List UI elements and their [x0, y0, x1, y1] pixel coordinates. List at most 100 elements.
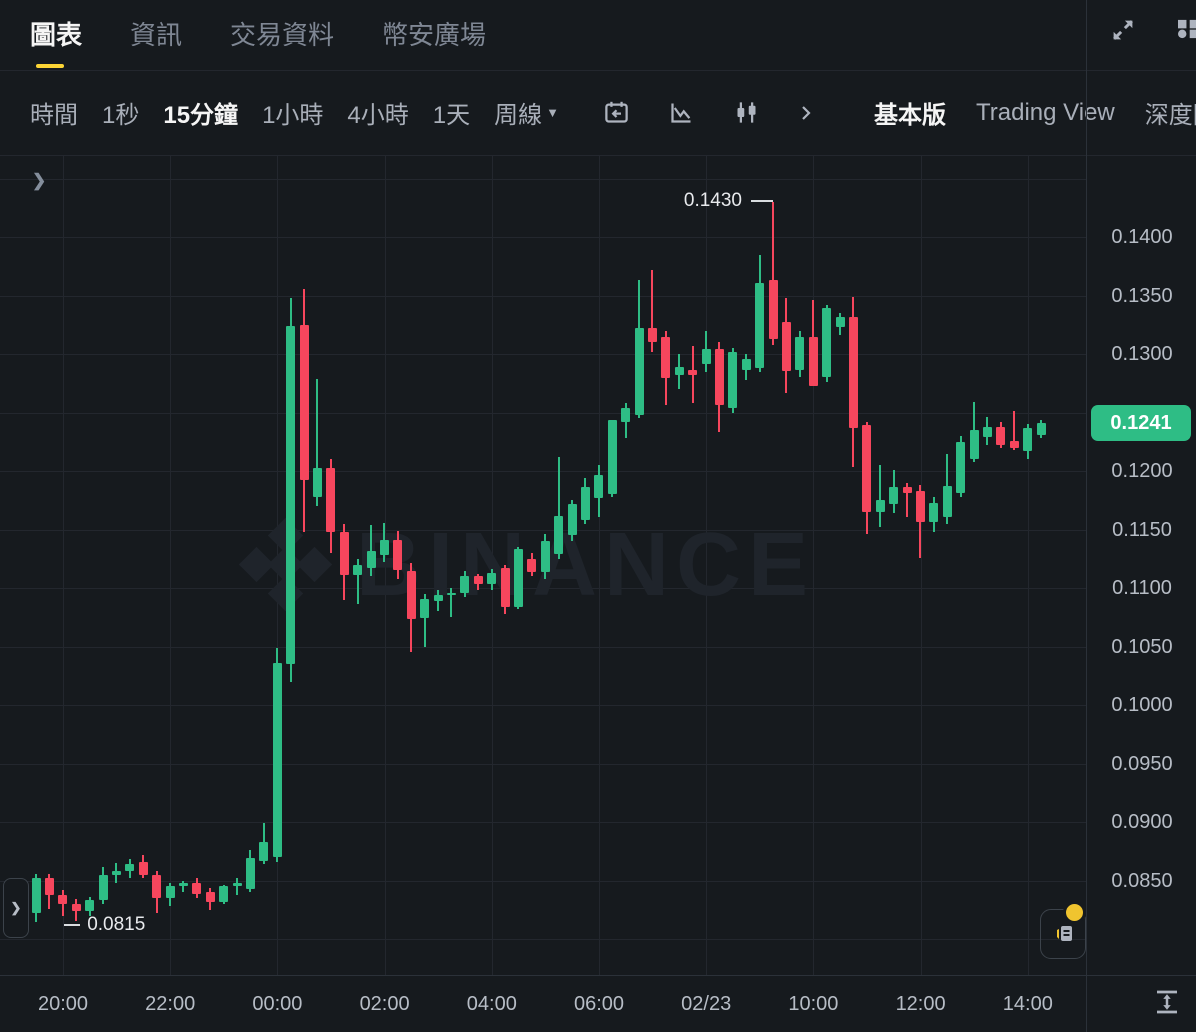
more-tools-chevron-icon[interactable] — [798, 105, 814, 121]
candle-wick — [906, 482, 908, 517]
gridline-vertical — [170, 155, 172, 975]
price-tick-label: 0.0900 — [1111, 811, 1173, 833]
candle-wick — [236, 878, 238, 895]
layout-grid-icon[interactable] — [1178, 12, 1196, 46]
interval-4小時[interactable]: 4小時 — [347, 102, 409, 129]
indicator-icon[interactable] — [668, 99, 695, 126]
candle — [714, 349, 724, 406]
candle — [862, 425, 872, 512]
candle — [741, 358, 751, 371]
price-tick-label: 0.1000 — [1111, 694, 1173, 716]
candle — [366, 550, 376, 569]
mode-基本版[interactable]: 基本版 — [874, 102, 947, 129]
candle-wick — [651, 269, 654, 352]
candle — [219, 886, 229, 902]
tab-交易資料[interactable]: 交易資料 — [230, 20, 335, 50]
interval-15分鐘[interactable]: 15分鐘 — [163, 102, 239, 129]
price-tick-label: 0.1350 — [1111, 284, 1173, 307]
last-price-value: 0.1241 — [1110, 411, 1172, 434]
candle — [205, 892, 215, 902]
candle-wick — [356, 558, 359, 605]
candle — [513, 549, 523, 607]
candle — [580, 487, 590, 521]
candle — [125, 864, 135, 872]
chevron-down-icon[interactable]: ▼ — [546, 105, 560, 120]
chart-mode-switch: 基本版 Trading View 深度圖 — [874, 95, 1196, 130]
candle — [245, 858, 255, 889]
candle — [781, 322, 791, 372]
tabs: 圖表 資訊 交易資料 幣安廣場 — [0, 0, 486, 70]
candle — [339, 531, 349, 576]
interval-時間[interactable]: 時間 — [30, 102, 78, 129]
tab-幣安廣場[interactable]: 幣安廣場 — [382, 20, 487, 50]
candlestick-style-icon[interactable] — [733, 99, 760, 126]
candle — [728, 351, 738, 408]
price-tick-label: 0.1200 — [1111, 460, 1173, 482]
candle — [165, 886, 175, 899]
candle — [594, 474, 604, 498]
interval-selector: 時間 1秒 15分鐘 1小時 4小時 1天 周線 — [0, 95, 542, 130]
candle — [1023, 427, 1033, 452]
gridline-horizontal — [0, 412, 1086, 414]
interval-1小時[interactable]: 1小時 — [262, 102, 324, 129]
gridline-horizontal — [0, 471, 1086, 472]
candle — [567, 503, 577, 536]
gridline-horizontal — [0, 529, 1086, 531]
candle — [982, 426, 992, 437]
mode-深度圖[interactable]: 深度圖 — [1144, 102, 1196, 129]
price-tick-label: 0.0950 — [1111, 752, 1173, 775]
last-price-badge: 0.1241 — [1091, 405, 1191, 442]
candle-wick — [450, 588, 453, 618]
candle — [795, 336, 805, 371]
time-axis[interactable]: 20:00 22:00 00:00 02:00 04:00 06:00 02/23 10:00… — [0, 975, 1086, 1032]
candle — [527, 558, 537, 572]
auto-scale-icon[interactable] — [1152, 987, 1182, 1022]
gridline-vertical — [920, 155, 922, 975]
candle-wick — [772, 201, 774, 345]
candle-wick — [423, 593, 426, 647]
mode-Trading View[interactable]: Trading View — [976, 98, 1115, 126]
candle — [138, 861, 148, 875]
candle — [688, 370, 698, 376]
candle — [473, 576, 483, 585]
gridline-vertical — [1027, 155, 1029, 975]
gridline-horizontal — [0, 939, 1086, 940]
candle — [71, 903, 81, 911]
time-tick-label: 22:00 — [145, 993, 196, 1015]
tab-圖表[interactable]: 圖表 — [30, 0, 82, 70]
candle — [848, 316, 858, 428]
candle — [406, 570, 416, 619]
interval-1天[interactable]: 1天 — [432, 102, 471, 129]
candle — [902, 487, 912, 494]
candle — [1036, 423, 1046, 435]
interval-周線[interactable]: 周線 — [494, 102, 543, 129]
time-tick-label: 02/23 — [681, 993, 732, 1015]
candle — [420, 598, 430, 619]
gridline-horizontal — [0, 705, 1086, 706]
price-axis[interactable]: 0.1241 0.1400 0.1350 0.1300 0.1200 0.1150 0.1… — [1086, 0, 1196, 1032]
candle — [647, 328, 657, 343]
candle — [661, 336, 671, 378]
time-tick-label: 20:00 — [37, 993, 89, 1015]
toolbar-icons — [603, 99, 814, 126]
date-range-icon[interactable] — [603, 99, 630, 126]
candle — [875, 500, 885, 512]
fullscreen-icon[interactable] — [1108, 15, 1138, 45]
axis-corner — [1086, 975, 1196, 1032]
chart-toolbar: 時間 1秒 15分鐘 1小時 4小時 1天 周線 ▼ — [0, 70, 1196, 156]
candle — [85, 900, 95, 911]
chart-canvas[interactable]: BINANCE 0.1430 0.0815 ❯ ❯ — [0, 155, 1086, 975]
candle — [768, 280, 778, 339]
pane-expand-chevron-icon[interactable]: ❯ — [32, 171, 47, 190]
gridline-horizontal — [0, 880, 1086, 882]
time-tick-label: 00:00 — [252, 993, 303, 1015]
interval-1秒[interactable]: 1秒 — [102, 102, 140, 129]
tab-資訊[interactable]: 資訊 — [130, 20, 183, 50]
candle-wick — [182, 880, 185, 893]
candle — [379, 540, 389, 556]
candle — [996, 426, 1006, 446]
side-panel-expander-button[interactable]: ❯ — [3, 878, 29, 938]
candle-wick — [1013, 411, 1016, 450]
candle-wick — [879, 465, 882, 528]
